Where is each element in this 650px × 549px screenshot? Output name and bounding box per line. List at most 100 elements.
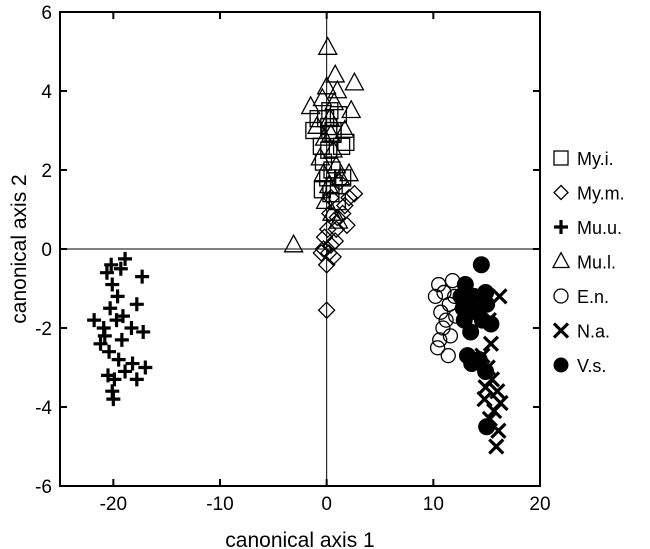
legend-marker (551, 251, 571, 269)
data-point (104, 257, 119, 272)
data-point (101, 368, 115, 383)
data-point (105, 384, 120, 399)
data-point (326, 232, 345, 251)
data-point (337, 133, 355, 152)
data-point (312, 244, 331, 262)
legend-label: N.a. (577, 322, 610, 342)
data-point (138, 360, 153, 375)
data-point (283, 233, 304, 253)
data-point (472, 256, 490, 274)
data-point (315, 190, 336, 210)
data-point (318, 174, 339, 194)
data-point (477, 283, 495, 301)
data-point (489, 383, 506, 400)
data-point (442, 328, 459, 344)
x-tick-label: -10 (206, 494, 233, 515)
data-point (324, 91, 345, 111)
data-point (345, 184, 364, 203)
series-mym (312, 172, 364, 320)
x-tick-label: 10 (423, 494, 444, 515)
data-point (102, 344, 117, 359)
data-point (135, 269, 150, 284)
series-mul (283, 36, 365, 253)
data-point (129, 297, 144, 312)
data-point (427, 288, 444, 305)
data-point (338, 162, 360, 182)
data-point (109, 313, 124, 328)
legend-marker (553, 357, 569, 373)
data-point (476, 390, 493, 408)
x-axis-title: canonical axis 1 (225, 529, 374, 549)
legend-marker (554, 220, 568, 234)
data-point (492, 394, 509, 412)
data-point (477, 362, 495, 380)
data-point (306, 115, 328, 134)
series-en (427, 272, 464, 364)
legend-marker (553, 288, 569, 304)
data-point (478, 418, 496, 436)
data-point (438, 312, 454, 328)
data-point (462, 323, 480, 341)
y-tick-label: -2 (35, 319, 52, 340)
data-point (344, 71, 365, 91)
data-point (319, 244, 338, 262)
data-point (320, 123, 342, 142)
data-point (328, 208, 347, 227)
data-point (125, 356, 140, 371)
data-point (341, 99, 362, 119)
data-point (99, 265, 114, 280)
data-point (93, 336, 108, 351)
data-point (118, 364, 133, 379)
y-tick-label: 4 (41, 82, 52, 103)
data-point (317, 36, 338, 55)
data-point (328, 210, 349, 229)
data-point (318, 220, 337, 239)
data-point (482, 335, 500, 352)
series-muu (87, 251, 153, 407)
data-point (317, 301, 336, 320)
data-point (114, 332, 129, 347)
data-point (433, 304, 449, 320)
data-point (124, 321, 139, 335)
data-point (454, 299, 472, 317)
data-point (113, 261, 128, 276)
data-point (105, 277, 120, 292)
data-point (431, 276, 447, 293)
x-tick-label: -20 (100, 494, 127, 515)
legend-label: E.n. (577, 287, 609, 307)
data-points (87, 36, 509, 455)
data-point (322, 138, 344, 158)
y-tick-label: 6 (41, 3, 52, 24)
legend-label: V.s. (577, 356, 606, 376)
data-point (334, 119, 355, 138)
data-point (87, 313, 102, 328)
data-point (440, 347, 456, 364)
y-tick-label: 0 (41, 240, 52, 261)
data-point (314, 240, 333, 258)
data-point (111, 352, 126, 367)
axis-ticks (60, 11, 541, 487)
data-point (313, 162, 334, 182)
data-point (316, 75, 337, 95)
data-point (338, 216, 356, 235)
data-point (103, 301, 118, 316)
data-point (326, 154, 347, 174)
data-point (317, 255, 336, 274)
series-vs (452, 256, 500, 436)
legend-marker (552, 322, 570, 339)
legend: My.i. My.m. Mu.u. Mu.l. E.n. N.a. V.s. (551, 149, 625, 376)
y-tick-label: -6 (35, 477, 52, 498)
data-point (488, 438, 505, 455)
x-tick-label: 20 (529, 494, 550, 515)
legend-marker (553, 184, 569, 201)
data-point (429, 340, 446, 356)
data-point (118, 251, 133, 266)
legend-label: Mu.u. (577, 218, 622, 238)
data-point (432, 332, 448, 348)
data-point (491, 288, 508, 305)
data-point (340, 188, 358, 207)
data-point (129, 372, 144, 387)
data-point (321, 202, 343, 221)
data-point (325, 63, 346, 83)
